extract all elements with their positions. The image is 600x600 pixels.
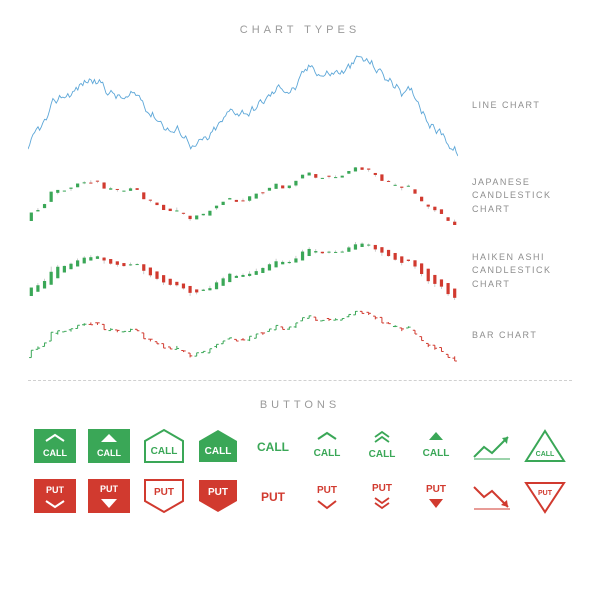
put-button-9[interactable] xyxy=(468,477,514,515)
label-text: LINE CHART xyxy=(472,99,572,113)
put-button-4[interactable]: PUT xyxy=(195,477,241,515)
line-chart-row: LINE CHART xyxy=(28,46,572,166)
put-button-8[interactable]: PUT xyxy=(413,477,459,515)
label-text: HAIKEN ASHI xyxy=(472,251,572,265)
buttons-title: BUTTONS xyxy=(28,399,572,411)
label-text: CANDLESTICK CHART xyxy=(472,189,572,216)
put-button-2[interactable]: PUT xyxy=(86,477,132,515)
heiken-ashi-chart xyxy=(28,236,458,306)
charts-title: CHART TYPES xyxy=(28,24,572,36)
put-buttons-row: PUT PUT PUT PUT PUT PUT PUT PUT PUT xyxy=(28,477,572,515)
svg-text:PUT: PUT xyxy=(46,485,65,495)
call-button-7[interactable]: CALL xyxy=(359,427,405,465)
svg-text:CALL: CALL xyxy=(151,446,178,457)
svg-text:CALL: CALL xyxy=(368,449,395,460)
put-button-6[interactable]: PUT xyxy=(304,477,350,515)
svg-text:PUT: PUT xyxy=(317,485,337,496)
svg-text:CALL: CALL xyxy=(43,448,67,458)
candle-chart-label: JAPANESECANDLESTICK CHART xyxy=(458,176,572,217)
put-button-5[interactable]: PUT xyxy=(250,477,296,515)
candle-chart-row: JAPANESECANDLESTICK CHART xyxy=(28,161,572,231)
svg-text:PUT: PUT xyxy=(261,490,286,504)
bar-chart-label: BAR CHART xyxy=(458,329,572,343)
put-button-7[interactable]: PUT xyxy=(359,477,405,515)
svg-text:PUT: PUT xyxy=(426,484,446,495)
put-button-10[interactable]: PUT xyxy=(522,477,568,515)
section-divider xyxy=(28,380,572,381)
call-button-3[interactable]: CALL xyxy=(141,427,187,465)
call-button-6[interactable]: CALL xyxy=(304,427,350,465)
call-button-2[interactable]: CALL xyxy=(86,427,132,465)
call-button-8[interactable]: CALL xyxy=(413,427,459,465)
line-chart xyxy=(28,46,458,166)
call-button-10[interactable]: CALL xyxy=(522,427,568,465)
call-buttons-row: CALL CALL CALL CALL CALL CALL CALL CALL CALL xyxy=(28,427,572,465)
japanese-candlestick-chart xyxy=(28,161,458,231)
call-button-4[interactable]: CALL xyxy=(195,427,241,465)
svg-text:PUT: PUT xyxy=(208,487,228,498)
label-text: BAR CHART xyxy=(472,329,572,343)
svg-text:CALL: CALL xyxy=(536,451,555,458)
svg-text:CALL: CALL xyxy=(97,448,121,458)
heiken-chart-label: HAIKEN ASHICANDLESTICK CHART xyxy=(458,251,572,292)
call-button-1[interactable]: CALL xyxy=(32,427,78,465)
call-button-9[interactable] xyxy=(468,427,514,465)
bar-chart-row: BAR CHART xyxy=(28,306,572,366)
svg-text:CALL: CALL xyxy=(423,448,450,459)
bar-chart xyxy=(28,306,458,366)
svg-text:CALL: CALL xyxy=(205,446,232,457)
svg-text:PUT: PUT xyxy=(154,487,174,498)
line-chart-label: LINE CHART xyxy=(458,99,572,113)
heiken-chart-row: HAIKEN ASHICANDLESTICK CHART xyxy=(28,236,572,306)
put-button-1[interactable]: PUT xyxy=(32,477,78,515)
svg-text:PUT: PUT xyxy=(372,483,392,494)
svg-text:CALL: CALL xyxy=(257,440,289,454)
svg-text:CALL: CALL xyxy=(314,448,341,459)
put-button-3[interactable]: PUT xyxy=(141,477,187,515)
charts-area: LINE CHART JAPANESECANDLESTICK CHART HAI… xyxy=(28,46,572,366)
label-text: CANDLESTICK CHART xyxy=(472,264,572,291)
svg-text:PUT: PUT xyxy=(538,490,553,497)
call-button-5[interactable]: CALL xyxy=(250,427,296,465)
svg-text:PUT: PUT xyxy=(100,484,119,494)
label-text: JAPANESE xyxy=(472,176,572,190)
